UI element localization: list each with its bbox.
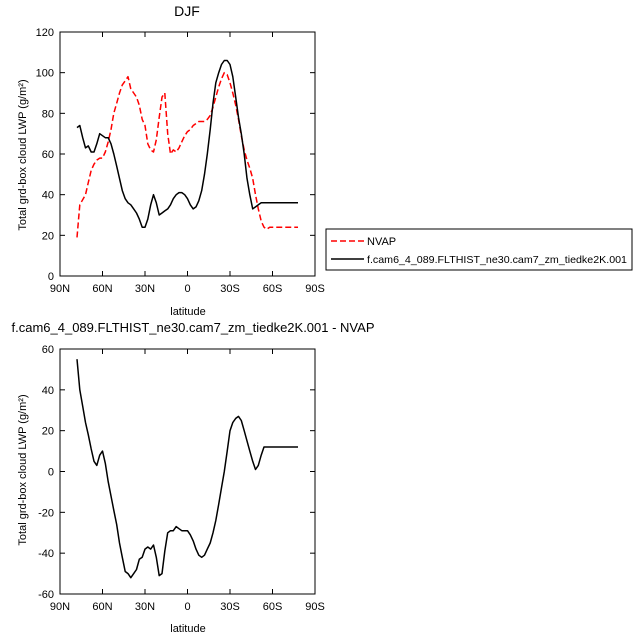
top-series — [76, 59, 298, 238]
bottom-x-tick-label: 30N — [135, 601, 155, 613]
bottom-title: f.cam6_4_089.FLTHIST_ne30.cam7_zm_tiedke… — [12, 320, 375, 335]
top-y-tick-label: 120 — [36, 27, 54, 39]
bottom-y-tick-label: -40 — [38, 548, 54, 560]
top-y-tick-label: 100 — [36, 68, 54, 80]
bottom-x-tick-label: 30S — [220, 601, 240, 613]
top-x-tick-label: 30S — [220, 283, 240, 295]
bottom-x-tick-label: 0 — [184, 601, 190, 613]
bottom-panel: f.cam6_4_089.FLTHIST_ne30.cam7_zm_tiedke… — [12, 320, 375, 635]
bottom-xlabel: latitude — [170, 623, 205, 635]
top-x-tick-label: 90S — [305, 283, 325, 295]
top-x-ticks: 90N 60N 30N 0 30S 60S 90S — [50, 32, 325, 295]
legend-label-nvap: NVAP — [367, 236, 396, 248]
top-series-line-1 — [76, 71, 298, 238]
top-x-tick-label: 60N — [92, 283, 112, 295]
top-x-tick-label: 0 — [184, 283, 190, 295]
bottom-y-tick-label: 20 — [42, 426, 54, 438]
bottom-x-ticks: 90N 60N 30N 0 30S 60S 90S — [50, 349, 325, 613]
top-y-tick-label: 80 — [42, 108, 54, 120]
bottom-x-tick-label: 60S — [263, 601, 283, 613]
bottom-y-tick-label: 60 — [42, 344, 54, 356]
bottom-series — [76, 359, 298, 579]
bottom-x-tick-label: 60N — [92, 601, 112, 613]
top-y-tick-label: 60 — [42, 149, 54, 161]
bottom-y-tick-label: -20 — [38, 507, 54, 519]
bottom-x-tick-label: 90S — [305, 601, 325, 613]
bottom-ylabel: Total grd-box cloud LWP (g/m²) — [17, 394, 29, 545]
legend-box — [325, 228, 633, 271]
bottom-y-tick-label: 40 — [42, 385, 54, 397]
top-y-tick-label: 20 — [42, 230, 54, 242]
top-y-tick-label: 40 — [42, 190, 54, 202]
bottom-series-line-1 — [76, 359, 298, 579]
top-plot-frame — [59, 31, 316, 277]
top-title: DJF — [174, 3, 200, 19]
top-x-tick-label: 90N — [50, 283, 70, 295]
top-x-tick-label: 30N — [135, 283, 155, 295]
top-x-tick-label: 60S — [263, 283, 283, 295]
legend: NVAP f.cam6_4_089.FLTHIST_ne30.cam7_zm_t… — [325, 228, 633, 271]
top-xlabel: latitude — [170, 306, 205, 318]
top-y-tick-label: 0 — [48, 271, 54, 283]
bottom-y-tick-label: -60 — [38, 589, 54, 601]
top-ylabel: Total grd-box cloud LWP (g/m²) — [17, 79, 29, 230]
bottom-y-tick-label: 0 — [48, 467, 54, 479]
bottom-y-ticks: -60 -40 -20 0 20 40 60 — [38, 344, 315, 601]
top-series-line-2 — [76, 59, 298, 228]
top-panel: DJF Total grd-box cloud LWP (g/m²) latit… — [17, 3, 325, 318]
legend-label-model: f.cam6_4_089.FLTHIST_ne30.cam7_zm_tiedke… — [367, 255, 627, 266]
bottom-plot-frame — [59, 348, 316, 595]
top-y-ticks: 0 20 40 60 80 100 120 — [36, 27, 315, 283]
bottom-x-tick-label: 90N — [50, 601, 70, 613]
